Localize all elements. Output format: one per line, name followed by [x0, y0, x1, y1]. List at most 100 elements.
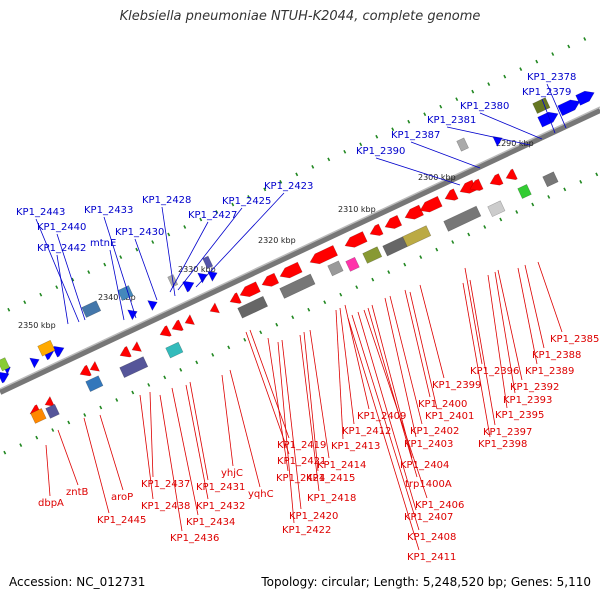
forward-label-leader — [134, 238, 158, 301]
gene-domain-box — [345, 256, 360, 272]
forward-gene-arrow — [537, 111, 559, 128]
tick-mark — [471, 89, 475, 94]
forward-gene-arrow-shape — [197, 272, 208, 284]
reverse-label-leader — [171, 387, 199, 516]
reverse-gene-label: KP1_2400 — [418, 399, 467, 410]
reverse-gene-arrow — [419, 195, 443, 213]
tick-mark — [215, 210, 219, 214]
gene-domain-box-rect — [443, 205, 482, 232]
reverse-gene-arrow-shape — [239, 281, 261, 298]
forward-gene-arrow-shape — [52, 346, 65, 358]
tick-mark — [39, 292, 43, 297]
reverse-gene-arrow-shape — [344, 231, 368, 248]
reverse-gene-label: KP1_2412 — [342, 426, 391, 437]
forward-gene-arrow — [147, 300, 158, 312]
reverse-label-leader — [462, 282, 491, 438]
reverse-label-leader — [99, 414, 124, 491]
forward-gene-label: KP1_2440 — [37, 222, 86, 233]
scale-label: 2310 kbp — [338, 205, 376, 214]
tick-mark — [71, 277, 75, 282]
reverse-gene-arrow — [159, 325, 172, 337]
reverse-gene-label: KP1_2414 — [317, 460, 366, 471]
reverse-gene-label: KP1_2388 — [532, 350, 581, 361]
reverse-gene-label: KP1_2419 — [277, 440, 326, 451]
gene-domain-box — [402, 225, 432, 247]
forward-gene-label: KP1_2379 — [522, 87, 571, 98]
gene-domain-box-rect — [237, 295, 269, 319]
tick-mark — [183, 225, 187, 229]
tick-mark — [343, 149, 347, 154]
reverse-label-leader — [229, 369, 261, 488]
tick-mark — [35, 435, 39, 440]
reverse-gene-arrow-shape — [419, 195, 443, 213]
reverse-label-leader — [45, 444, 51, 497]
gene-domain-box — [443, 205, 482, 232]
tick-mark — [487, 82, 491, 86]
reverse-label-leader — [469, 279, 496, 426]
forward-label-leader — [195, 192, 285, 288]
reverse-gene-arrow — [309, 245, 339, 265]
tick-mark — [503, 74, 507, 79]
reverse-label-leader — [351, 314, 420, 531]
gene-domain-box-rect — [0, 357, 10, 372]
tick-mark — [483, 225, 487, 229]
reverse-gene-label: KP1_2437 — [141, 479, 190, 490]
tick-mark — [407, 119, 411, 124]
forward-gene-label: KP1_2428 — [142, 195, 191, 206]
tick-mark — [163, 375, 167, 380]
tick-mark — [179, 368, 183, 372]
tick-mark — [519, 67, 523, 71]
tick-mark — [423, 112, 427, 117]
tick-mark — [87, 270, 91, 274]
tick-mark — [51, 428, 55, 432]
forward-label-leader — [177, 207, 243, 291]
forward-gene-arrow — [52, 346, 65, 358]
reverse-gene-arrow-shape — [369, 223, 384, 236]
gene-domain-box-rect — [81, 300, 102, 318]
forward-gene-arrow — [0, 371, 10, 384]
tick-mark — [583, 37, 587, 41]
forward-gene-arrow — [557, 99, 581, 117]
reverse-gene-arrow-shape — [79, 364, 92, 377]
tick-mark — [259, 330, 263, 335]
tick-mark — [327, 157, 331, 162]
tick-mark — [291, 315, 295, 320]
tick-mark — [151, 240, 155, 244]
gene-domain-box — [37, 339, 56, 357]
reverse-label-leader — [497, 269, 523, 381]
reverse-gene-label: dbpA — [38, 498, 64, 509]
reverse-gene-label: KP1_2434 — [186, 517, 235, 528]
reverse-gene-label: KP1_2408 — [407, 532, 456, 543]
tick-mark — [99, 405, 103, 410]
reverse-gene-label: KP1_2403 — [404, 439, 453, 450]
tick-mark — [67, 420, 71, 425]
reverse-gene-arrow-shape — [444, 188, 459, 201]
forward-label-leader — [546, 83, 567, 129]
reverse-gene-arrow-shape — [131, 341, 143, 352]
reverse-gene-label: KP1_2399 — [432, 380, 481, 391]
reverse-gene-label: KP1_2415 — [306, 473, 355, 484]
reverse-gene-label: KP1_2401 — [425, 411, 474, 422]
tick-mark — [403, 262, 407, 267]
reverse-label-leader — [245, 331, 290, 455]
gene-domain-box-rect — [456, 137, 469, 152]
gene-domain-box — [279, 273, 316, 299]
reverse-gene-arrow-shape — [89, 360, 101, 372]
gene-domain-box — [81, 300, 102, 318]
reverse-label-leader — [159, 394, 183, 532]
reverse-gene-label: KP1_2422 — [282, 525, 331, 536]
tick-mark — [339, 292, 343, 297]
scale-label: 2290 kbp — [496, 139, 534, 148]
forward-gene-label: KP1_2387 — [391, 130, 440, 141]
tick-mark — [595, 172, 599, 177]
reverse-gene-label: KP1_2421 — [277, 456, 326, 467]
tick-mark — [455, 97, 459, 102]
tick-mark — [515, 210, 519, 214]
forward-gene-label: KP1_2423 — [264, 181, 313, 192]
forward-label-leader — [35, 218, 80, 323]
forward-gene-arrow-shape — [537, 111, 559, 128]
reverse-gene-label: KP1_2445 — [97, 515, 146, 526]
tick-mark — [195, 360, 199, 365]
reverse-gene-label: KP1_2397 — [483, 427, 532, 438]
